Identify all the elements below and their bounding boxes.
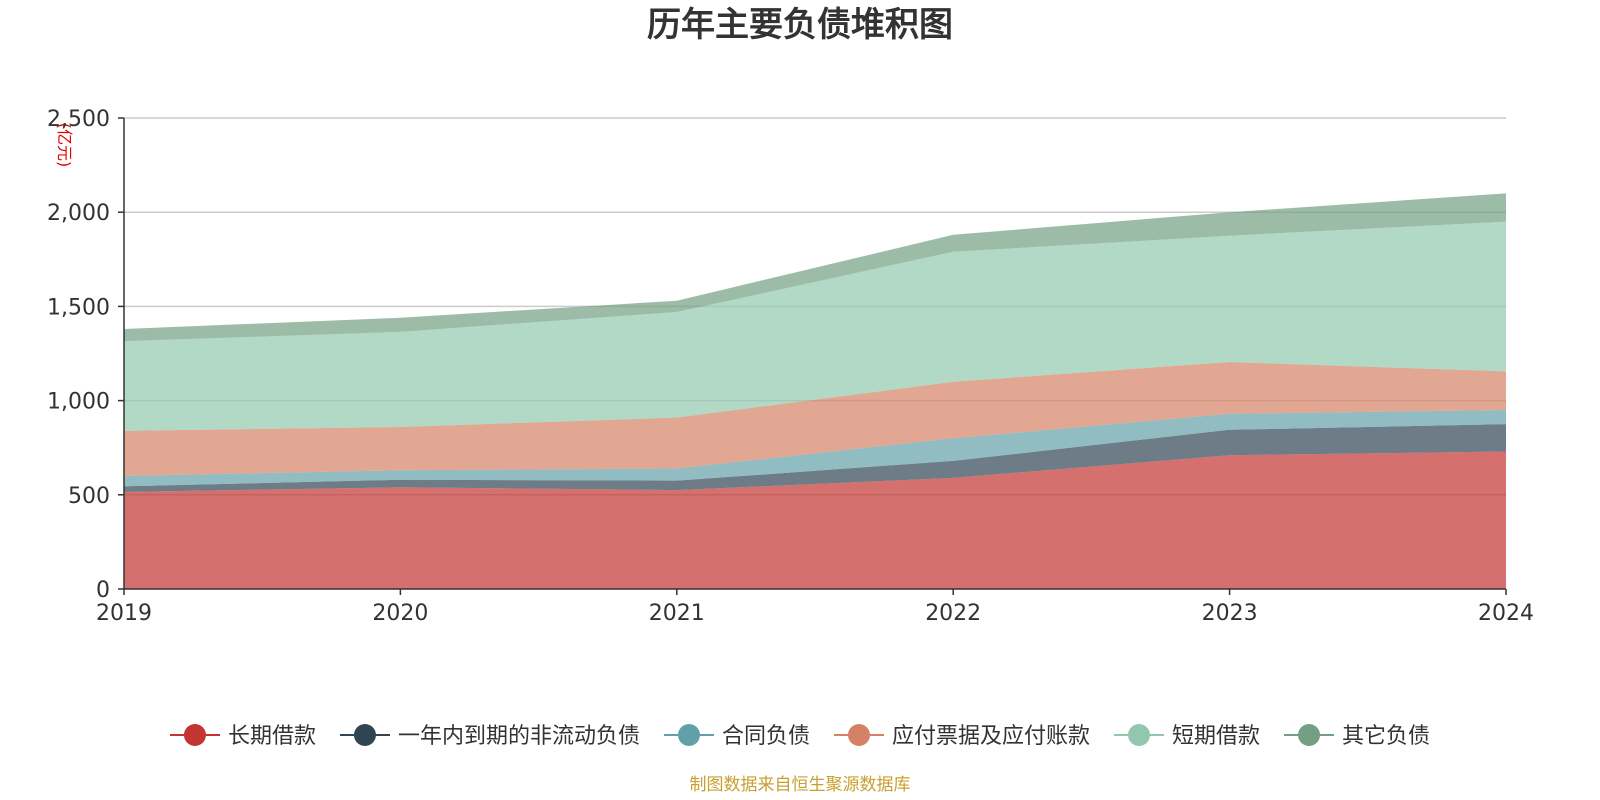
area-series-5 <box>124 193 1506 342</box>
y-tick-label-1: 500 <box>68 484 110 509</box>
legend-label: 其它负债 <box>1342 724 1430 749</box>
legend-item-0[interactable]: 长期借款 <box>169 724 316 749</box>
legend-circle-marker <box>353 724 376 746</box>
legend-label: 一年内到期的非流动负债 <box>398 724 640 749</box>
axes: 0 500 1,000 1,500 2,000 2,500 2019 2020 2021 2022… <box>47 107 1534 626</box>
x-tick-label-2: 2021 <box>649 601 705 626</box>
x-tick-label-4: 2023 <box>1202 601 1258 626</box>
legend-circle-marker <box>677 724 700 746</box>
x-tick-label-5: 2024 <box>1478 601 1534 626</box>
area-series-group <box>124 193 1506 589</box>
area-series-4 <box>124 221 1506 431</box>
legend-label: 应付票据及应付账款 <box>892 724 1090 749</box>
chart-title: 历年主要负债堆积图 <box>647 5 953 45</box>
legend-circle-marker <box>848 724 870 746</box>
x-tick-label-1: 2020 <box>372 601 428 626</box>
legend-circle-marker <box>1298 724 1321 746</box>
legend-circle-marker <box>183 724 206 746</box>
y-tick-label-3: 1,500 <box>47 295 110 320</box>
legend[interactable]: 长期借款 一年内到期的非流动负债 合同负债 应付票据及应付账款 短期借款 其它负债 <box>169 724 1430 749</box>
legend-circle-marker <box>1128 724 1151 746</box>
legend-item-3[interactable]: 应付票据及应付账款 <box>834 724 1090 749</box>
y-axis-unit-label: (亿元) <box>55 123 74 168</box>
y-tick-label-0: 0 <box>96 578 110 603</box>
legend-item-2[interactable]: 合同负债 <box>663 724 810 749</box>
area-series-3 <box>124 361 1506 476</box>
y-tick-label-4: 2,000 <box>47 201 110 226</box>
legend-item-4[interactable]: 短期借款 <box>1114 724 1260 749</box>
legend-label: 长期借款 <box>228 724 316 749</box>
area-series-1 <box>124 424 1506 492</box>
area-series-0 <box>124 451 1506 589</box>
legend-label: 合同负债 <box>722 724 810 749</box>
source-note: 制图数据来自恒生聚源数据库 <box>690 775 911 795</box>
x-tick-label-3: 2022 <box>925 601 981 626</box>
x-tick-label-0: 2019 <box>96 601 152 626</box>
legend-item-1[interactable]: 一年内到期的非流动负债 <box>339 724 640 749</box>
area-series-2 <box>124 410 1506 487</box>
y-tick-label-5: 2,500 <box>47 107 110 132</box>
legend-label: 短期借款 <box>1172 724 1260 749</box>
legend-item-5[interactable]: 其它负债 <box>1284 724 1430 749</box>
y-tick-label-2: 1,000 <box>47 390 110 415</box>
